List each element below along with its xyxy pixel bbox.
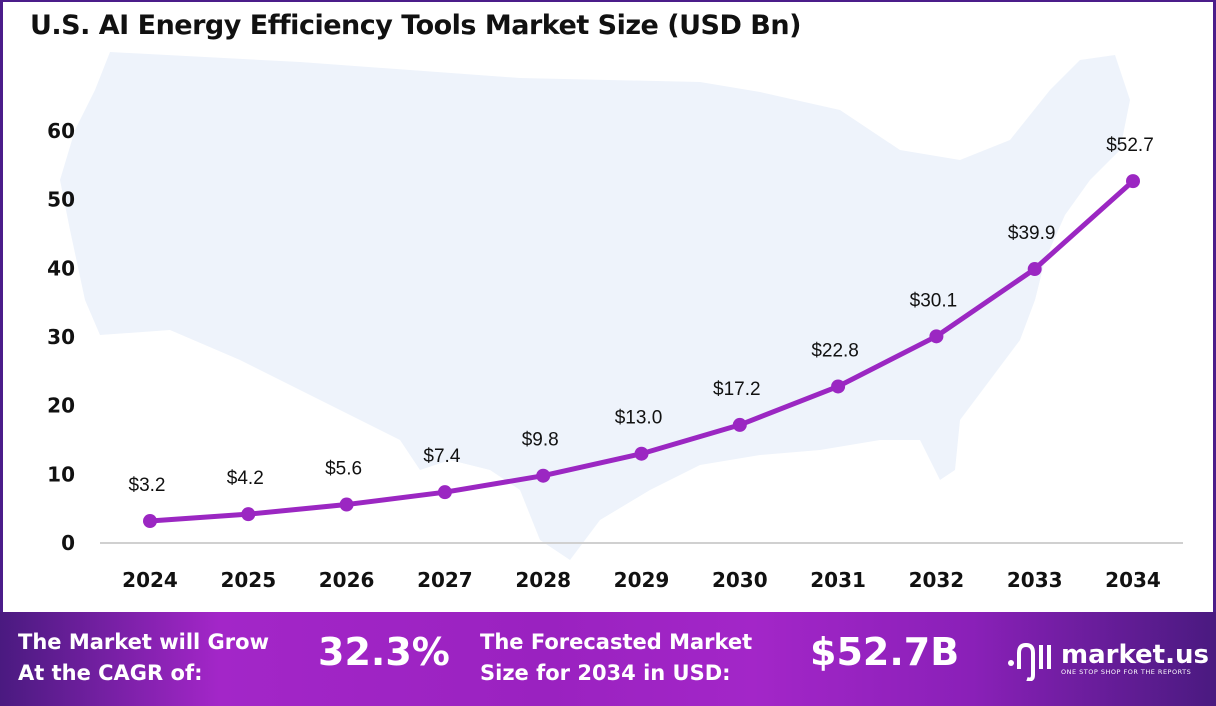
chart-frame xyxy=(0,0,1216,612)
data-point xyxy=(732,417,747,432)
x-tick-label: 2027 xyxy=(417,568,473,592)
market-us-logo-icon xyxy=(1008,642,1051,681)
y-tick-label: 40 xyxy=(47,256,75,280)
x-tick-label: 2033 xyxy=(1007,568,1063,592)
y-tick-label: 0 xyxy=(61,531,75,555)
y-tick-label: 20 xyxy=(47,394,75,418)
data-point xyxy=(143,514,157,529)
chart-title: U.S. AI Energy Efficiency Tools Market S… xyxy=(30,10,801,41)
data-point xyxy=(339,497,354,512)
data-point xyxy=(1027,262,1042,277)
footer-banner: The Market will Grow At the CAGR of: 32.… xyxy=(0,612,1216,706)
data-label: $52.7 xyxy=(1106,135,1154,156)
data-point xyxy=(437,485,452,500)
forecast-label-line1: The Forecasted Market xyxy=(480,630,753,654)
data-point xyxy=(929,329,944,344)
x-tick-label: 2030 xyxy=(712,568,768,592)
x-tick-label: 2025 xyxy=(220,568,276,592)
data-label: $22.8 xyxy=(811,340,859,361)
data-label: $9.8 xyxy=(522,430,559,451)
data-label: $13.0 xyxy=(615,408,663,429)
data-point xyxy=(241,507,256,522)
data-label: $7.4 xyxy=(423,446,460,467)
forecast-label: The Forecasted Market Size for 2034 in U… xyxy=(480,627,752,689)
data-label: $4.2 xyxy=(227,468,264,489)
x-tick-label: 2026 xyxy=(319,568,375,592)
x-tick-label: 2034 xyxy=(1105,568,1161,592)
y-tick-label: 10 xyxy=(47,462,75,486)
x-tick-label: 2028 xyxy=(515,568,571,592)
x-tick-label: 2029 xyxy=(614,568,670,592)
y-tick-label: 30 xyxy=(47,325,75,349)
cagr-label-line2: At the CAGR of: xyxy=(18,661,203,685)
data-point xyxy=(536,468,551,483)
data-point xyxy=(831,379,846,394)
us-map-background xyxy=(60,52,1130,560)
brand-tagline: ONE STOP SHOP FOR THE REPORTS xyxy=(1061,668,1192,676)
y-tick-label: 50 xyxy=(47,188,75,212)
cagr-value: 32.3% xyxy=(318,630,450,674)
forecast-value: $52.7B xyxy=(810,630,960,674)
brand-logo: market.us ONE STOP SHOP FOR THE REPORTS xyxy=(1005,637,1209,681)
data-label: $30.1 xyxy=(910,290,958,311)
data-point xyxy=(1126,174,1140,189)
data-label: $39.9 xyxy=(1008,223,1056,244)
data-point xyxy=(634,446,649,461)
x-tick-label: 2031 xyxy=(810,568,866,592)
x-tick-label: 2032 xyxy=(909,568,965,592)
cagr-label: The Market will Grow At the CAGR of: xyxy=(18,627,269,689)
y-tick-label: 60 xyxy=(47,119,75,143)
data-label: $17.2 xyxy=(713,379,761,400)
brand-name: market.us xyxy=(1061,640,1209,670)
x-tick-label: 2024 xyxy=(122,568,178,592)
data-label: $5.6 xyxy=(325,459,362,480)
forecast-label-line2: Size for 2034 in USD: xyxy=(480,661,731,685)
data-label: $3.2 xyxy=(129,475,166,496)
cagr-label-line1: The Market will Grow xyxy=(18,630,269,654)
